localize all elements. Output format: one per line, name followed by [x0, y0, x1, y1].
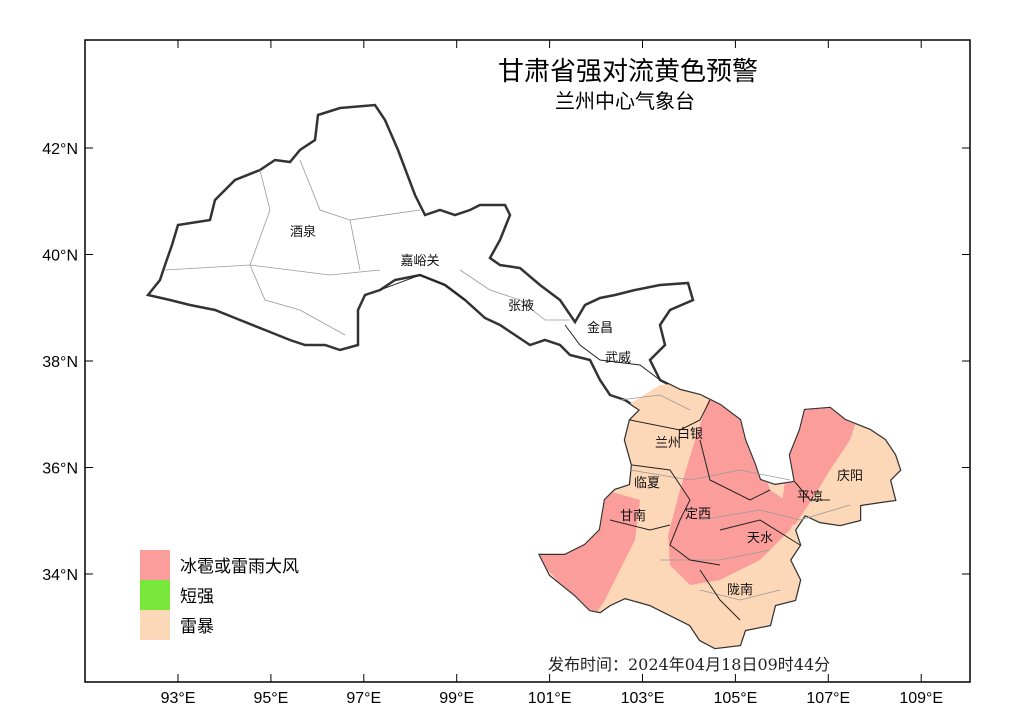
city-label: 陇南 [727, 582, 753, 598]
city-label: 张掖 [508, 299, 534, 314]
legend-swatch [140, 610, 170, 640]
city-label: 金昌 [587, 320, 613, 336]
city-label: 平凉 [797, 490, 823, 505]
y-tick-label: 36°N [42, 461, 78, 478]
map-frame [84, 39, 971, 683]
map-title: 甘肃省强对流黄色预警 [498, 57, 758, 87]
legend-swatch [140, 550, 170, 580]
city-label: 定西 [685, 507, 711, 522]
city-label: 兰州 [655, 436, 681, 451]
x-tick-label: 99°E [439, 690, 474, 707]
hail-wind-area-east [780, 400, 860, 525]
x-tick-label: 93°E [161, 690, 196, 707]
city-label: 甘南 [620, 508, 646, 524]
map-subtitle: 兰州中心气象台 [555, 89, 695, 113]
x-tick-label: 105°E [714, 690, 758, 707]
y-tick-label: 34°N [42, 567, 78, 584]
city-label: 临夏 [634, 476, 660, 491]
hail-wind-area-southwest [530, 490, 640, 615]
city-label: 嘉峪关 [400, 254, 439, 269]
city-label: 天水 [747, 531, 773, 546]
legend-label: 短强 [180, 587, 214, 607]
x-tick-label: 97°E [346, 690, 381, 707]
y-tick-label: 40°N [42, 248, 78, 265]
x-tick-label: 101°E [528, 690, 572, 707]
city-label: 武威 [605, 351, 631, 366]
y-tick-label: 42°N [42, 141, 78, 158]
legend-label: 冰雹或雷雨大风 [180, 557, 299, 577]
legend-label: 雷暴 [180, 617, 214, 637]
y-tick-label: 38°N [42, 354, 78, 371]
legend-swatch [140, 580, 170, 610]
x-tick-label: 103°E [621, 690, 665, 707]
city-borders [379, 274, 830, 621]
city-label: 酒泉 [290, 224, 316, 240]
city-label: 白银 [677, 426, 703, 442]
city-label: 庆阳 [837, 469, 863, 484]
x-tick-label: 95°E [253, 690, 288, 707]
x-tick-label: 109°E [899, 690, 943, 707]
x-tick-label: 107°E [806, 690, 850, 707]
issue-time: 发布时间：2024年04月18日09时44分 [548, 655, 830, 674]
county-borders [164, 159, 851, 601]
